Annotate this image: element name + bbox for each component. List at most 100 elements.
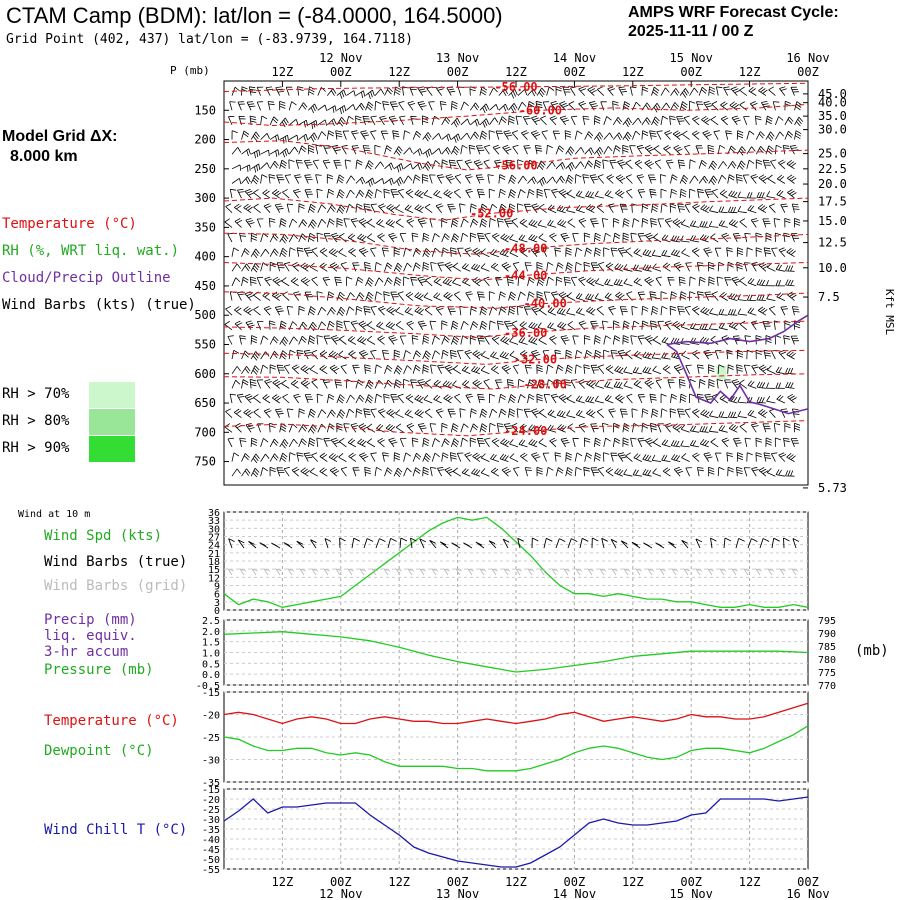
wind-barb (231, 130, 238, 140)
wind-barb (500, 336, 510, 345)
wind-barb (661, 454, 671, 462)
wind-barb (669, 115, 676, 125)
wind-barb (260, 149, 270, 157)
wind-barb (594, 380, 604, 389)
wind-barb (385, 321, 396, 331)
wind-barb (531, 203, 541, 213)
panel-y-tick: -25 (202, 733, 220, 744)
temperature-contour (223, 349, 809, 365)
wind-barb (395, 306, 404, 316)
wind-barb (499, 248, 509, 258)
wind-barb (283, 466, 291, 477)
wind-barb (329, 364, 340, 375)
wind-barb (348, 247, 357, 258)
wind-barb (393, 276, 402, 286)
wind-barb (709, 410, 719, 419)
wind-barb (414, 409, 424, 419)
wind-barb (558, 393, 568, 404)
wind-barb (383, 188, 390, 199)
grid-wind-barb (454, 568, 463, 576)
wind-barb (256, 218, 264, 228)
wind-barb (262, 189, 271, 199)
series-line (223, 725, 809, 772)
liq-label: liq. equiv. (44, 628, 137, 644)
surface-wind-barb (567, 538, 578, 549)
wind-barb (253, 394, 261, 404)
wind-barb (479, 423, 488, 433)
temperature-contour-label: -36.00 (504, 326, 547, 340)
wind-barb (359, 452, 369, 462)
wind-barb (699, 220, 709, 228)
wind-barb (386, 306, 396, 316)
panel-y-tick: -25 (202, 805, 220, 816)
wind-barb (279, 100, 286, 111)
wind-barb (751, 364, 759, 375)
wind-barb (300, 379, 311, 389)
wind-barb (393, 86, 401, 96)
wind-barb (677, 306, 686, 316)
wind-barb (662, 467, 671, 477)
wind-barb (417, 320, 427, 331)
wind-barb (245, 423, 255, 433)
surface-wind-barb (439, 541, 449, 549)
wind-barb (641, 117, 651, 126)
height-tick: 20.0 (818, 177, 847, 191)
wind-barb (357, 438, 367, 448)
wind-barb (630, 437, 637, 447)
wind-barb (431, 147, 442, 155)
wind-barb (374, 364, 382, 374)
wind-barb (772, 101, 780, 111)
wind-barb (681, 453, 690, 462)
wind-barb (586, 306, 596, 316)
height-tick: 35.0 (818, 109, 847, 123)
wind-barb (617, 452, 627, 462)
wind-barb (282, 188, 290, 199)
wind-barb (336, 189, 345, 199)
wind-barb (770, 159, 777, 170)
wind-barb (605, 262, 614, 272)
wind-barb (672, 218, 683, 228)
wind-barb (531, 305, 541, 316)
wind-barb (326, 174, 334, 184)
wind-barb (358, 349, 369, 360)
wind-barb (231, 366, 241, 375)
wind-barb (780, 203, 788, 213)
panel-y-tick: 1.0 (202, 649, 220, 660)
wind-barb (593, 437, 601, 447)
wind-barb (308, 120, 318, 129)
wind-barb (725, 130, 733, 140)
wind-barb (547, 424, 557, 433)
wind-barb (269, 149, 280, 157)
wind-barb (279, 336, 289, 347)
wind-barb (489, 104, 499, 111)
wind-barb (660, 188, 667, 199)
height-tick: 30.0 (818, 123, 847, 137)
wind-barb (477, 335, 485, 345)
wind-barb (715, 452, 722, 462)
wind-barb (469, 408, 477, 418)
wind-barb (669, 305, 677, 316)
wind-barb (355, 408, 363, 418)
wind-barb (275, 408, 284, 418)
wind-barb (471, 468, 481, 477)
grid-wind-barb (694, 568, 703, 576)
wind-barb (300, 364, 310, 375)
wind-barb (776, 394, 786, 404)
wind-barb (508, 291, 517, 301)
panel-y-tick: -40 (202, 835, 220, 846)
wind-barb (316, 393, 323, 404)
wind-barb (483, 144, 491, 155)
grid-wind-barb (550, 568, 559, 576)
p-axis-label: P (mb) (170, 64, 210, 77)
wind-barb (594, 190, 604, 199)
wind-barb (559, 101, 569, 111)
wind-barb (395, 423, 404, 433)
wind-barb (536, 393, 543, 404)
wind-barb (404, 409, 414, 419)
wind-barb (597, 86, 605, 96)
wind-barb (783, 335, 790, 345)
panel-y-tick: 0.0 (202, 670, 220, 681)
wind-barb (298, 145, 307, 155)
panel-y-tick: 3 (214, 598, 220, 609)
wind-barb (710, 115, 719, 126)
